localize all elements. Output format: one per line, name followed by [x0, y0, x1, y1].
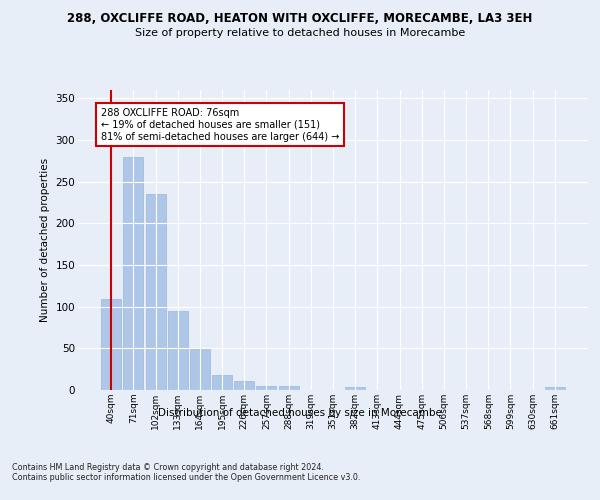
- Text: Distribution of detached houses by size in Morecambe: Distribution of detached houses by size …: [158, 408, 442, 418]
- Bar: [278, 386, 299, 390]
- Bar: [545, 386, 565, 390]
- Bar: [345, 386, 365, 390]
- Bar: [146, 194, 166, 390]
- Bar: [256, 386, 277, 390]
- Bar: [234, 381, 254, 390]
- Y-axis label: Number of detached properties: Number of detached properties: [40, 158, 50, 322]
- Text: 288, OXCLIFFE ROAD, HEATON WITH OXCLIFFE, MORECAMBE, LA3 3EH: 288, OXCLIFFE ROAD, HEATON WITH OXCLIFFE…: [67, 12, 533, 26]
- Bar: [101, 299, 121, 390]
- Text: Size of property relative to detached houses in Morecambe: Size of property relative to detached ho…: [135, 28, 465, 38]
- Bar: [190, 349, 210, 390]
- Bar: [124, 156, 143, 390]
- Text: 288 OXCLIFFE ROAD: 76sqm
← 19% of detached houses are smaller (151)
81% of semi-: 288 OXCLIFFE ROAD: 76sqm ← 19% of detach…: [101, 108, 340, 142]
- Bar: [212, 375, 232, 390]
- Bar: [168, 311, 188, 390]
- Text: Contains HM Land Registry data © Crown copyright and database right 2024.
Contai: Contains HM Land Registry data © Crown c…: [12, 462, 361, 482]
